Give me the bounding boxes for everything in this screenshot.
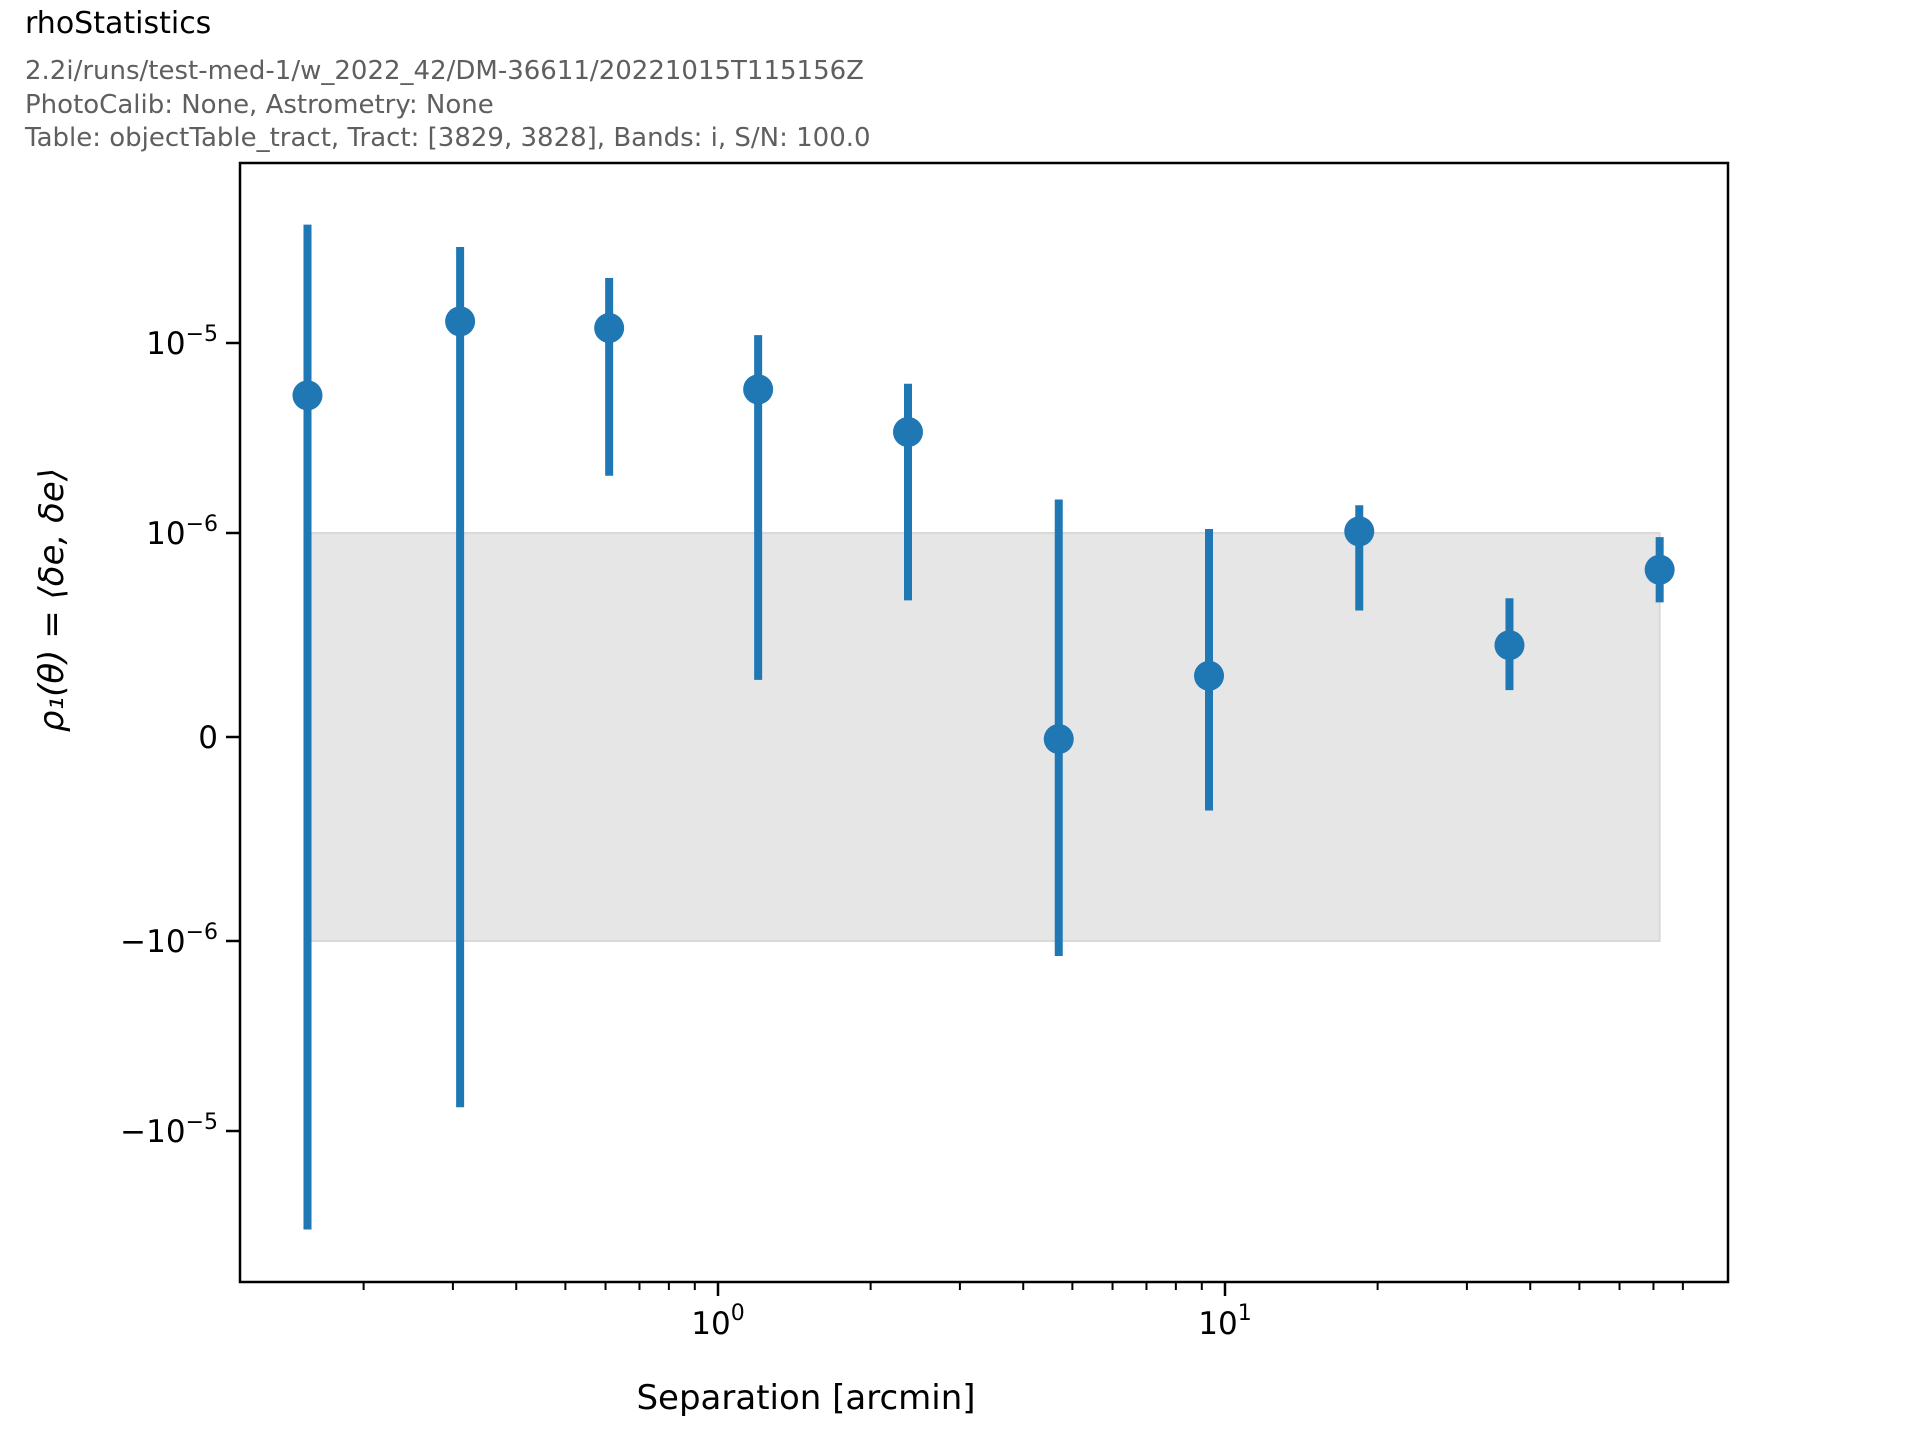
page-title: rhoStatistics	[25, 6, 212, 41]
x-axis-label: Separation [arcmin]	[636, 1378, 976, 1418]
y-tick-label: 10−5	[146, 322, 218, 362]
data-point-marker	[892, 417, 923, 448]
data-point-marker	[1644, 554, 1675, 585]
run-info-line: 2.2i/runs/test-med-1/w_2022_42/DM-36611/…	[25, 56, 864, 86]
data-point-marker	[1494, 630, 1525, 661]
y-tick-label: −10−6	[120, 920, 218, 960]
y-tick-label: 0	[198, 720, 218, 756]
axes-frame	[238, 161, 1730, 1284]
table-info-line: Table: objectTable_tract, Tract: [3829, …	[25, 123, 871, 153]
x-axis-ticks: 100 101	[362, 1282, 1684, 1342]
data-point-marker	[594, 312, 625, 343]
data-point-marker	[1194, 660, 1225, 691]
y-axis-label: ρ₁(θ) = ⟨δe, δe⟩	[32, 467, 72, 733]
y-tick-label: 10−6	[146, 512, 218, 552]
data-point-marker	[445, 306, 476, 337]
y-tick-label: −10−5	[120, 1110, 218, 1150]
data-point-marker	[1344, 516, 1375, 547]
y-axis-ticks: 10−5 10−6 0 −10−6 −10−5	[120, 322, 240, 1150]
data-point-marker	[292, 380, 323, 411]
calib-info-line: PhotoCalib: None, Astrometry: None	[25, 90, 494, 120]
errorbar-series	[292, 224, 1675, 1230]
data-point-marker	[1043, 724, 1074, 755]
x-tick-label: 100	[691, 1301, 744, 1342]
requirement-band	[306, 532, 1661, 942]
data-point-marker	[743, 374, 774, 405]
x-tick-label: 101	[1198, 1301, 1251, 1342]
